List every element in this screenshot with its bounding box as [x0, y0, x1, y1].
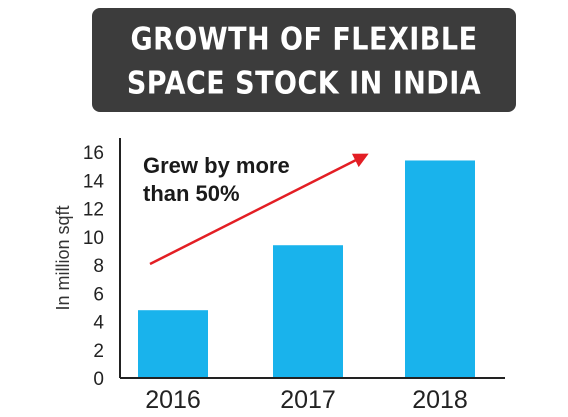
annotation-line-1: Grew by more	[143, 153, 290, 178]
y-tick-label: 2	[93, 341, 104, 362]
chart-title-box: GROWTH OF FLEXIBLE SPACE STOCK IN INDIA	[92, 8, 516, 112]
x-tick-label: 2017	[280, 386, 336, 414]
chart-title-line-1: GROWTH OF FLEXIBLE	[130, 22, 478, 58]
bar-2017	[273, 245, 343, 378]
chart-title-line-2: SPACE STOCK IN INDIA	[126, 66, 482, 102]
y-tick-label: 12	[83, 200, 104, 221]
y-tick-label: 14	[83, 171, 105, 192]
y-tick-label: 0	[93, 369, 104, 390]
growth-arrow	[149, 153, 369, 266]
y-tick-label: 10	[83, 228, 104, 249]
annotation-line-2: than 50%	[143, 181, 240, 206]
y-tick-label: 8	[93, 256, 104, 277]
x-tick-label: 2016	[145, 386, 201, 414]
x-tick-label: 2018	[412, 386, 468, 414]
y-axis-label: In million sqft	[53, 205, 73, 310]
y-tick-label: 16	[83, 143, 104, 164]
y-tick-label: 6	[93, 284, 104, 305]
y-tick-label: 4	[93, 313, 104, 334]
bar-2016	[138, 310, 208, 378]
bar-2018	[405, 160, 475, 378]
